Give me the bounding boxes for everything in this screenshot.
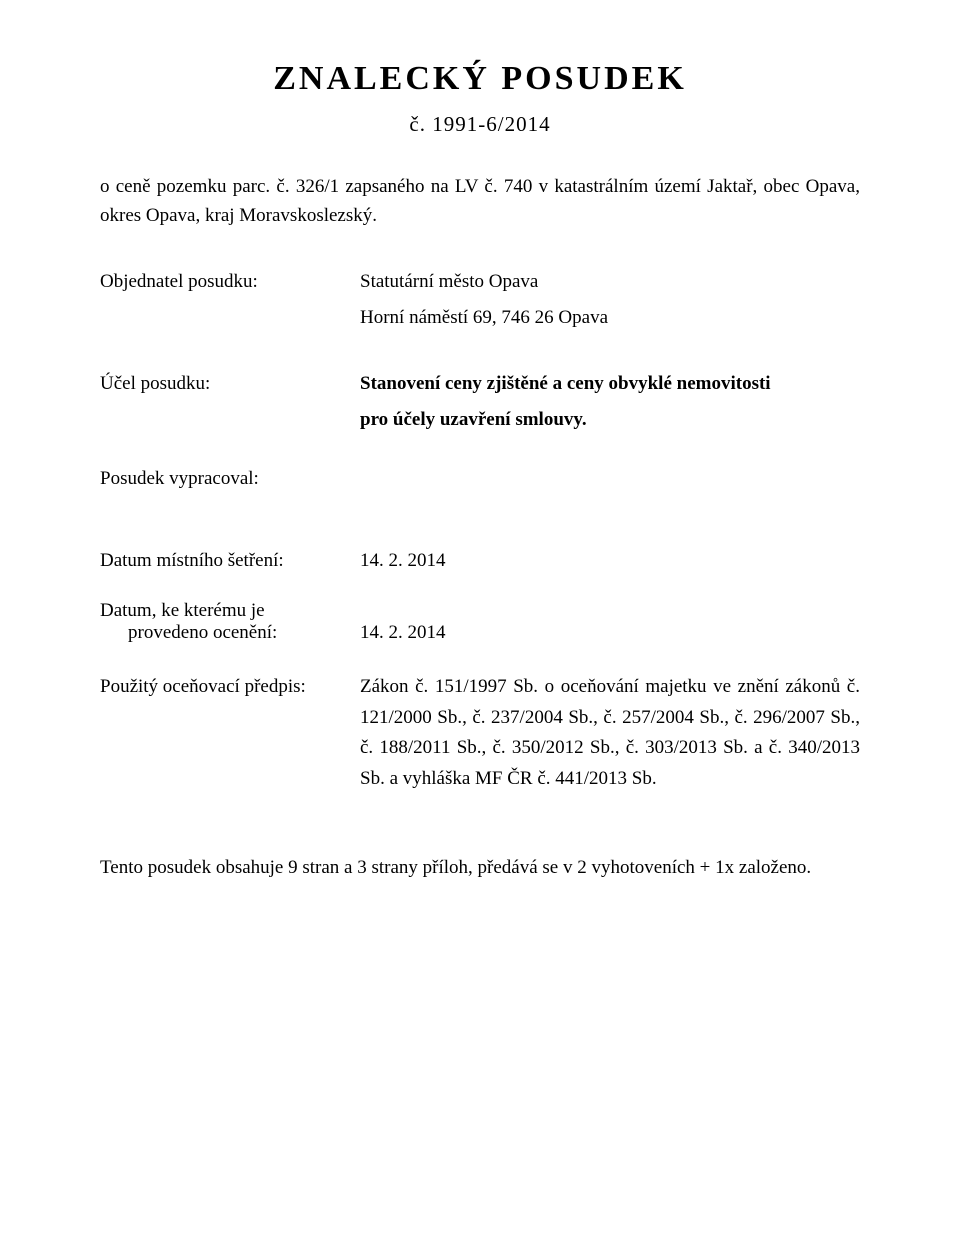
oceneni-line1: Datum, ke kterému je [100, 600, 860, 622]
oceneni-value: 14. 2. 2014 [360, 622, 446, 644]
oceneni-group: Datum, ke kterému je provedeno ocenění: … [100, 600, 860, 644]
objednatel-row: Objednatel posudku: Statutární město Opa… [100, 264, 860, 336]
intro-paragraph: o ceně pozemku parc. č. 326/1 zapsaného … [100, 173, 860, 230]
mistni-setreni-label: Datum místního šetření: [100, 550, 360, 572]
document-page: ZNALECKÝ POSUDEK č. 1991-6/2014 o ceně p… [0, 0, 960, 1257]
document-title: ZNALECKÝ POSUDEK [100, 60, 860, 98]
objednatel-value: Statutární město Opava Horní náměstí 69,… [360, 264, 860, 336]
vypracoval-label: Posudek vypracoval: [100, 468, 860, 490]
objednatel-label: Objednatel posudku: [100, 264, 360, 336]
ucel-line1: Stanovení ceny zjištěné a ceny obvyklé n… [360, 366, 860, 402]
ucel-line2: pro účely uzavření smlouvy. [360, 402, 860, 438]
oceneni-line2-label: provedeno ocenění: [100, 622, 360, 644]
case-number: č. 1991-6/2014 [100, 112, 860, 137]
predpis-text: Zákon č. 151/1997 Sb. o oceňování majetk… [360, 672, 860, 794]
objednatel-line2: Horní náměstí 69, 746 26 Opava [360, 300, 860, 336]
predpis-label: Použitý oceňovací předpis: [100, 672, 360, 794]
ucel-label: Účel posudku: [100, 366, 360, 438]
predpis-row: Použitý oceňovací předpis: Zákon č. 151/… [100, 672, 860, 794]
oceneni-line2: provedeno ocenění: 14. 2. 2014 [100, 622, 860, 644]
mistni-setreni-value: 14. 2. 2014 [360, 550, 860, 572]
ucel-value: Stanovení ceny zjištěné a ceny obvyklé n… [360, 366, 860, 438]
objednatel-line1: Statutární město Opava [360, 264, 860, 300]
ucel-row: Účel posudku: Stanovení ceny zjištěné a … [100, 366, 860, 438]
mistni-setreni-row: Datum místního šetření: 14. 2. 2014 [100, 550, 860, 572]
footer-text: Tento posudek obsahuje 9 stran a 3 stran… [100, 854, 860, 883]
